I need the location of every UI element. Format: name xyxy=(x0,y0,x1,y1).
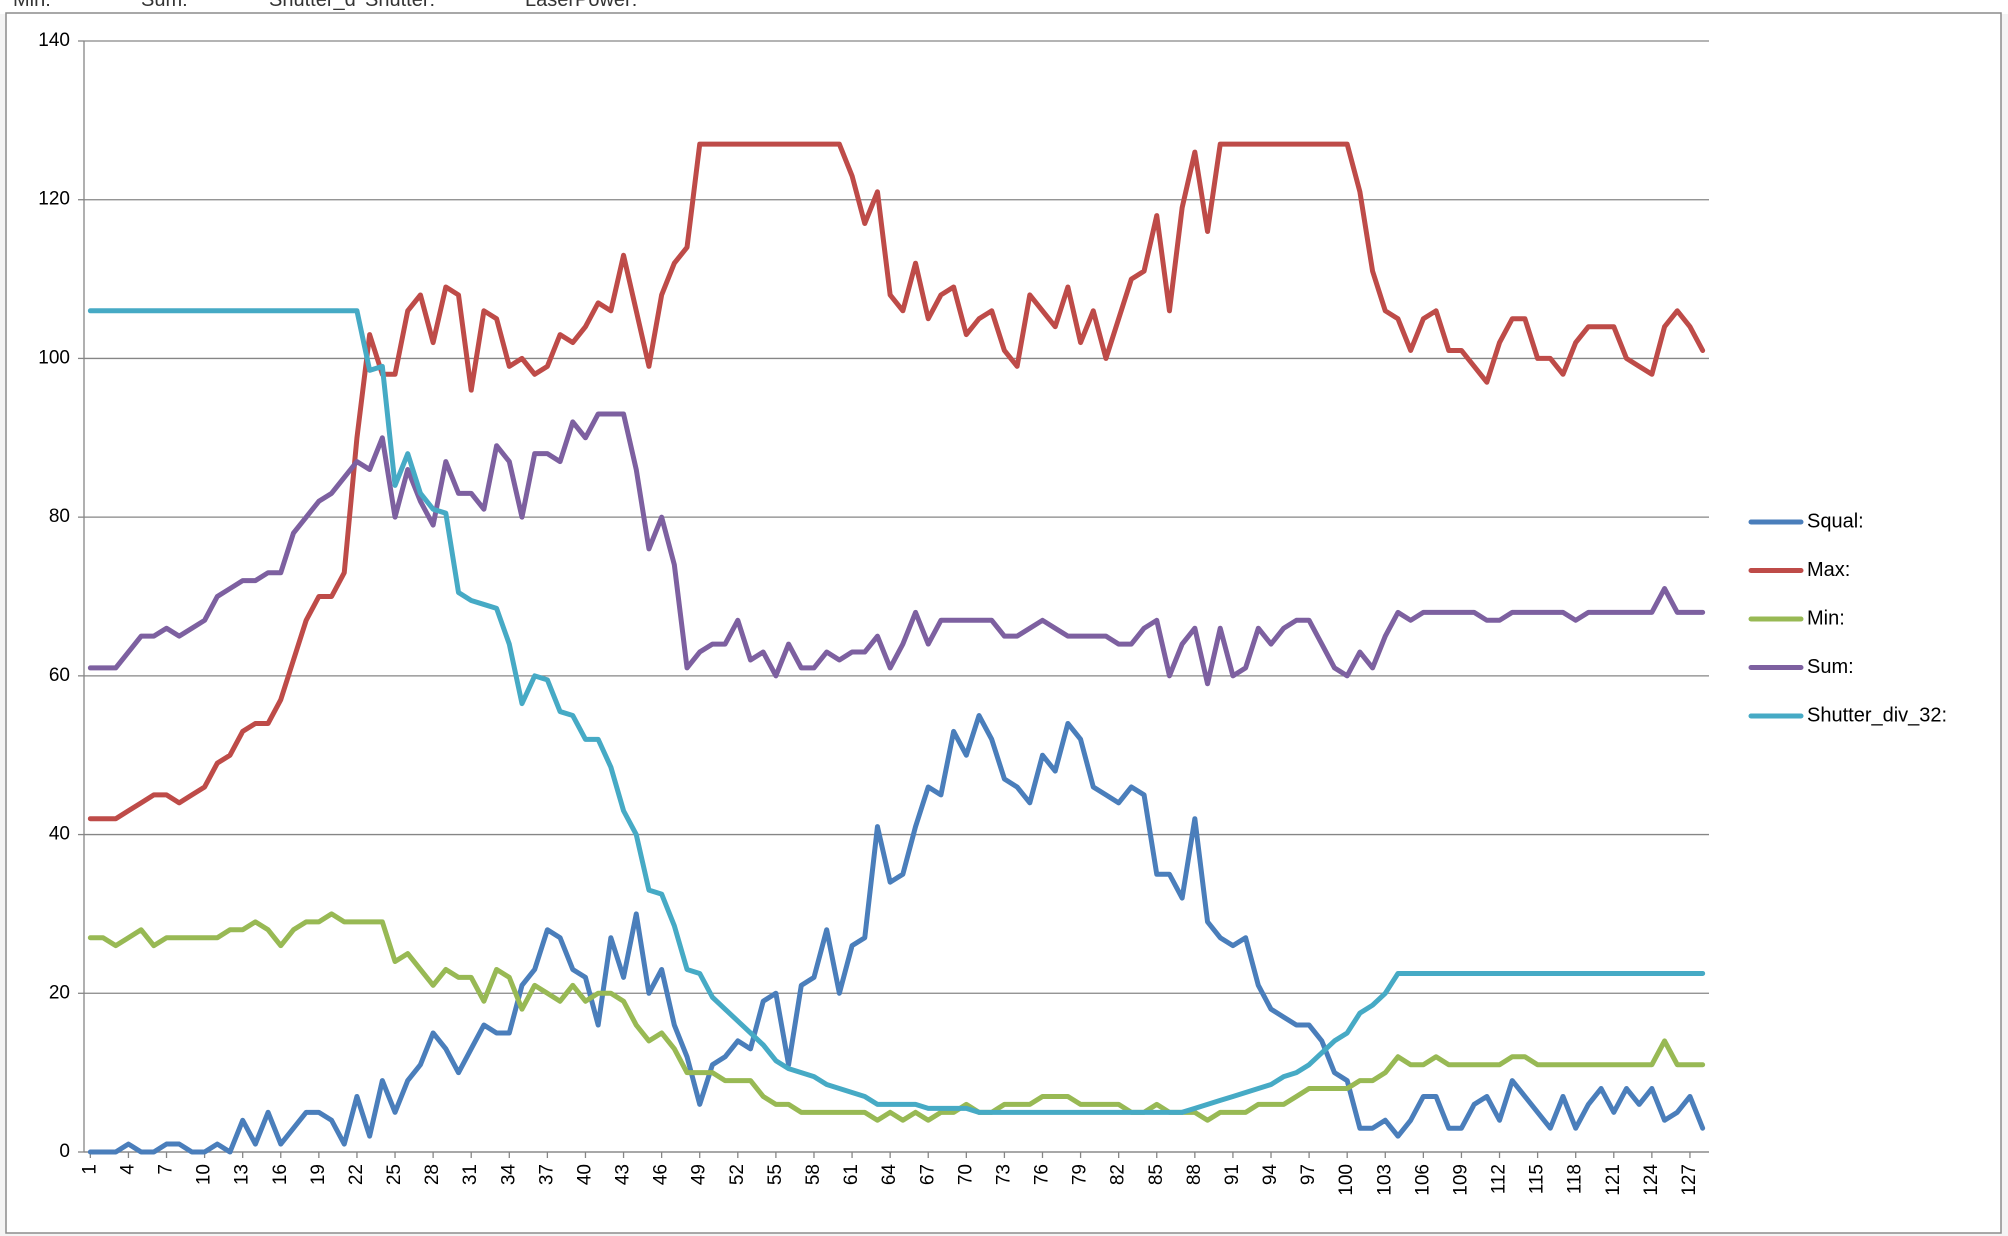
x-tick-label: 7 xyxy=(156,1164,177,1175)
x-tick-label: 106 xyxy=(1412,1164,1433,1196)
x-tick-label: 10 xyxy=(194,1164,215,1185)
x-tick-label: 127 xyxy=(1679,1164,1700,1196)
x-tick-label: 37 xyxy=(536,1164,557,1185)
x-tick-label: 85 xyxy=(1146,1164,1167,1185)
x-tick-label: 67 xyxy=(917,1164,938,1185)
series-line xyxy=(87,411,1706,687)
x-tick-label: 64 xyxy=(879,1164,900,1186)
x-tick-label: 52 xyxy=(727,1164,748,1185)
x-tick-label: 49 xyxy=(689,1164,710,1185)
y-tick-label: 120 xyxy=(38,189,70,210)
x-tick-label: 25 xyxy=(384,1164,405,1185)
x-tick-label: 58 xyxy=(803,1164,824,1185)
sheet-header-cell: Shutter: xyxy=(365,0,435,11)
sheet-header-cell: Min: xyxy=(13,0,51,11)
x-tick-label: 70 xyxy=(955,1164,976,1185)
x-tick-label: 4 xyxy=(117,1164,138,1175)
x-tick-label: 55 xyxy=(765,1164,786,1185)
x-tick-label: 19 xyxy=(308,1164,329,1185)
x-tick-label: 124 xyxy=(1641,1164,1662,1196)
series-line xyxy=(87,141,1706,822)
x-tick-label: 115 xyxy=(1527,1164,1548,1194)
chart-area xyxy=(5,12,2002,1234)
x-tick-label: 121 xyxy=(1603,1164,1624,1196)
x-tick-label: 109 xyxy=(1450,1164,1471,1196)
y-tick-label: 40 xyxy=(49,824,70,845)
x-tick-label: 112 xyxy=(1489,1164,1510,1194)
legend-label: Min: xyxy=(1807,607,1845,629)
legend-label: Max: xyxy=(1807,559,1850,581)
x-tick-label: 97 xyxy=(1298,1164,1319,1185)
x-tick-label: 1 xyxy=(79,1164,100,1175)
x-tick-label: 76 xyxy=(1032,1164,1053,1185)
sheet-header-cell: Sum: xyxy=(141,0,188,11)
x-tick-label: 31 xyxy=(460,1164,481,1185)
x-tick-label: 22 xyxy=(346,1164,367,1185)
x-tick-label: 118 xyxy=(1565,1164,1586,1194)
x-tick-label: 88 xyxy=(1184,1164,1205,1185)
series-line xyxy=(87,911,1706,1123)
legend-label: Squal: xyxy=(1807,510,1864,532)
series-line xyxy=(87,713,1706,1155)
x-tick-label: 16 xyxy=(270,1164,291,1185)
legend-label: Sum: xyxy=(1807,656,1854,678)
x-tick-label: 79 xyxy=(1070,1164,1091,1185)
x-tick-label: 94 xyxy=(1260,1164,1281,1186)
sheet-header-row xyxy=(0,0,2008,14)
x-tick-label: 61 xyxy=(841,1164,862,1185)
x-tick-label: 34 xyxy=(498,1164,519,1186)
x-tick-label: 28 xyxy=(422,1164,443,1185)
x-tick-label: 40 xyxy=(574,1164,595,1185)
y-tick-label: 100 xyxy=(38,347,70,368)
y-tick-label: 140 xyxy=(38,30,70,51)
x-tick-label: 100 xyxy=(1336,1164,1357,1196)
series-line xyxy=(87,308,1706,1115)
x-tick-label: 46 xyxy=(651,1164,672,1185)
x-tick-label: 13 xyxy=(232,1164,253,1185)
y-tick-label: 0 xyxy=(59,1141,70,1162)
y-tick-label: 60 xyxy=(49,665,70,686)
x-tick-label: 91 xyxy=(1222,1164,1243,1185)
x-tick-label: 73 xyxy=(993,1164,1014,1185)
sheet-header-cell: LaserPower: xyxy=(525,0,637,11)
legend-label: Shutter_div_32: xyxy=(1807,704,1947,726)
x-tick-label: 82 xyxy=(1108,1164,1129,1185)
y-tick-label: 80 xyxy=(49,506,70,527)
y-tick-label: 20 xyxy=(49,982,70,1003)
sheet-header-cell: Shutter_d xyxy=(269,0,356,11)
x-tick-label: 103 xyxy=(1374,1164,1395,1196)
x-tick-label: 43 xyxy=(613,1164,634,1185)
